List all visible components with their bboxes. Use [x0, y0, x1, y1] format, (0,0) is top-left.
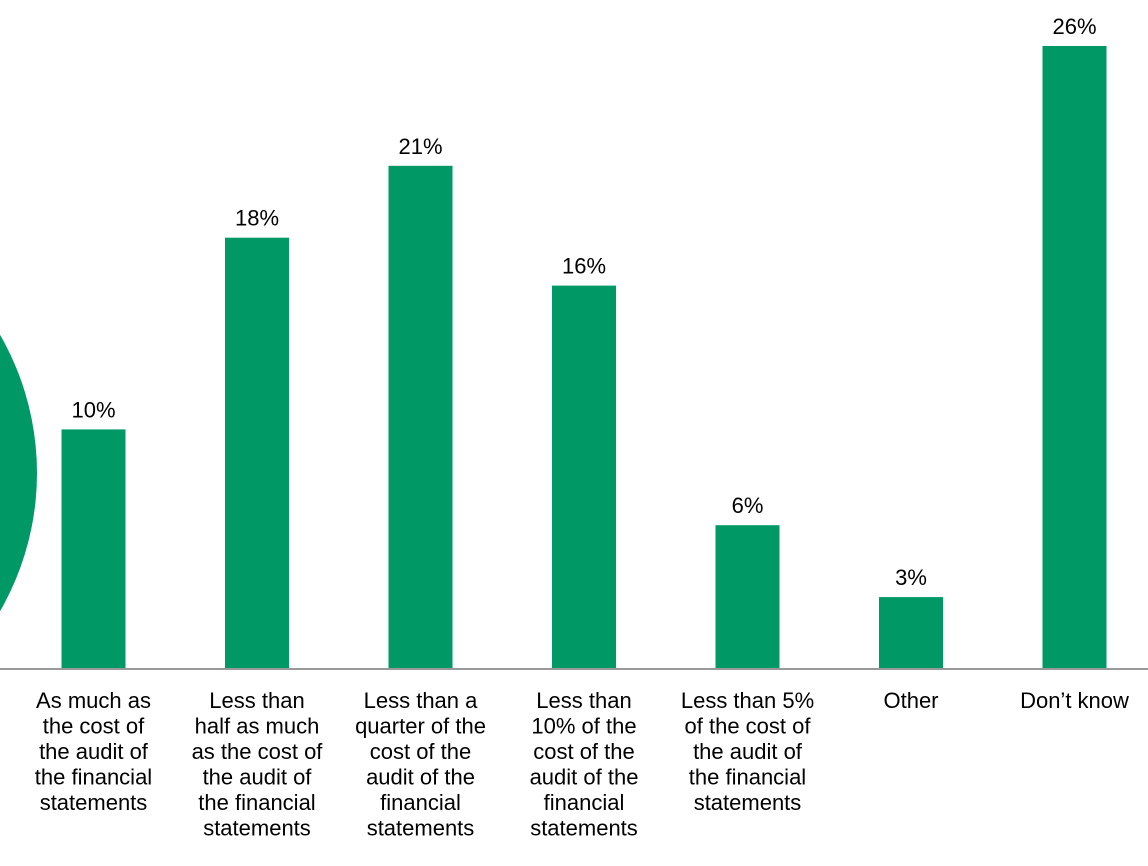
bar-3: [388, 165, 453, 670]
category-label-line: As much as: [36, 688, 151, 713]
decorative-green-circle: [0, 334, 37, 612]
category-label-line: audit of the: [530, 765, 639, 790]
category-label-line: the cost of: [43, 714, 145, 739]
bar-1: [61, 429, 126, 669]
category-label-line: financial: [380, 790, 461, 815]
category-label-line: statements: [40, 790, 148, 815]
bars-group: [61, 46, 1107, 670]
category-label-line: quarter of the: [355, 714, 486, 739]
category-label-line: the financial: [689, 765, 806, 790]
category-label-line: as the cost of: [192, 739, 324, 764]
bar-2: [225, 237, 289, 669]
category-label-line: the financial: [35, 765, 152, 790]
category-label-line: the audit of: [39, 739, 149, 764]
category-label-line: the financial: [198, 790, 315, 815]
data-labels-group: 10% 18% 21% 16% 6% 3% 26%: [71, 14, 1096, 590]
category-label-line: Other: [883, 688, 938, 713]
category-label-6: Other: [883, 688, 938, 713]
category-label-4: Less than 10% of the cost of the audit of t…: [530, 688, 639, 841]
category-label-line: statements: [203, 816, 311, 841]
data-label-7: 26%: [1052, 14, 1096, 39]
category-labels-group: As much as the cost of the audit of the fin…: [35, 688, 1129, 841]
data-label-1: 10%: [71, 397, 115, 422]
category-label-line: statements: [530, 816, 638, 841]
bar-7: [1042, 46, 1107, 669]
category-label-line: the audit of: [693, 739, 803, 764]
bar-6: [879, 597, 943, 669]
category-label-line: of the cost of: [685, 714, 812, 739]
category-label-line: cost of the: [533, 739, 635, 764]
bar-5: [715, 525, 780, 669]
category-label-line: financial: [544, 790, 625, 815]
category-label-line: Less than 5%: [681, 688, 814, 713]
category-label-line: statements: [367, 816, 475, 841]
category-label-line: audit of the: [366, 765, 475, 790]
category-label-7: Don’t know: [1020, 688, 1129, 713]
data-label-3: 21%: [398, 134, 442, 159]
category-label-line: half as much: [195, 714, 320, 739]
category-label-line: Less than a: [364, 688, 479, 713]
bar-4: [552, 285, 616, 669]
category-label-line: 10% of the: [531, 714, 636, 739]
category-label-line: Less than: [536, 688, 631, 713]
category-label-line: Don’t know: [1020, 688, 1129, 713]
category-label-line: the audit of: [203, 765, 313, 790]
data-label-5: 6%: [732, 493, 764, 518]
data-label-4: 16%: [562, 254, 606, 279]
category-label-2: Less than half as much as the cost of the a…: [192, 688, 324, 841]
category-label-line: cost of the: [370, 739, 472, 764]
category-label-5: Less than 5% of the cost of the audit of th…: [681, 688, 814, 815]
category-label-1: As much as the cost of the audit of the fin…: [35, 688, 152, 815]
category-label-line: statements: [694, 790, 802, 815]
category-label-3: Less than a quarter of the cost of the audi…: [355, 688, 486, 841]
data-label-6: 3%: [895, 565, 927, 590]
category-label-line: Less than: [209, 688, 304, 713]
data-label-2: 18%: [235, 206, 279, 231]
